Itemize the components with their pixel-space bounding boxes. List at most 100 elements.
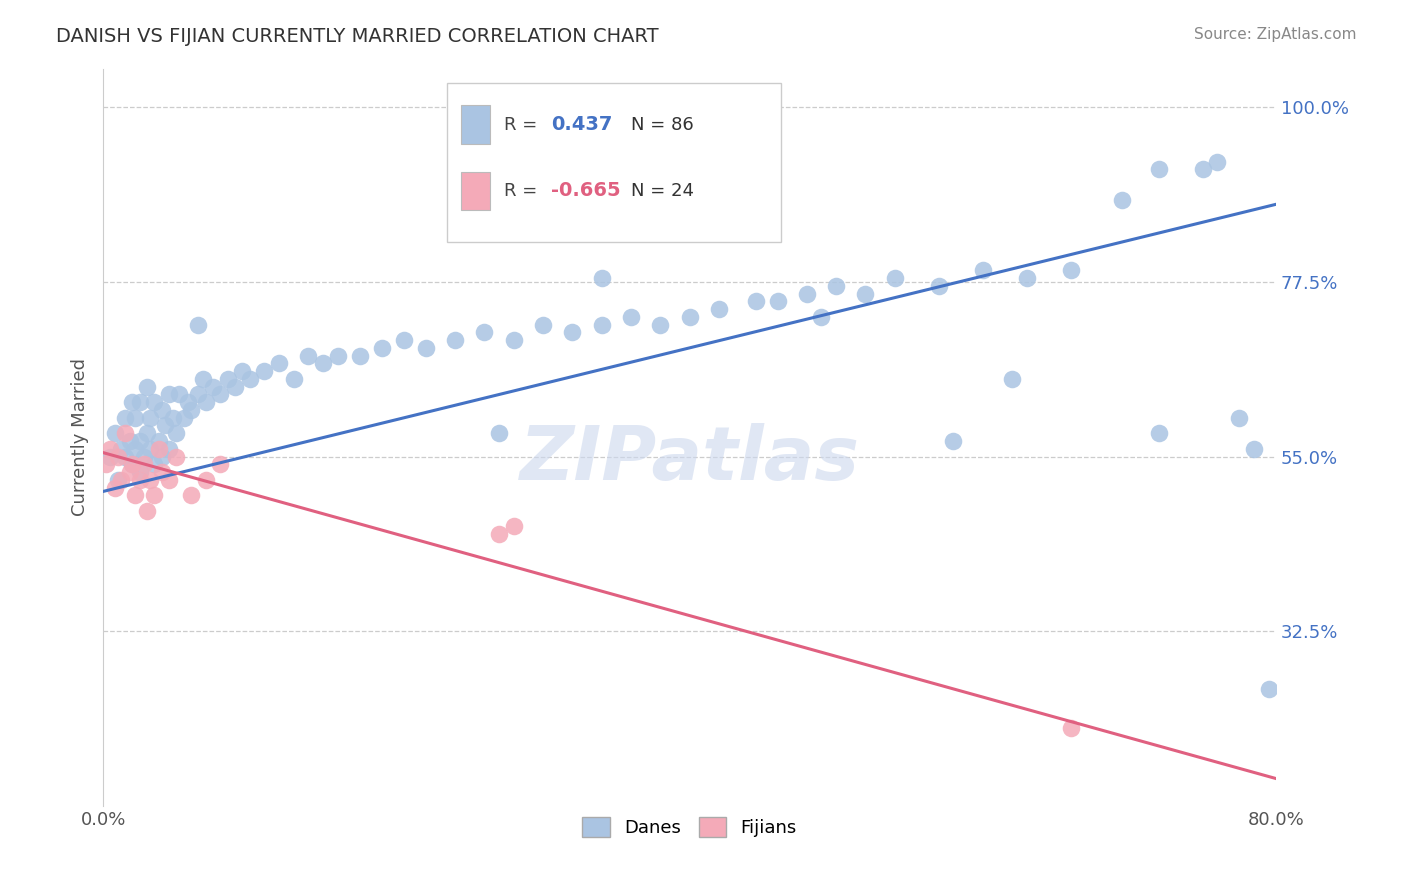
Point: [128, 395, 150, 409]
Point: [104, 481, 127, 495]
Point: [297, 349, 319, 363]
Point: [392, 333, 415, 347]
Point: [121, 457, 143, 471]
Point: [128, 434, 150, 448]
Point: [1191, 162, 1213, 177]
Point: [104, 426, 127, 441]
Point: [110, 473, 132, 487]
Point: [502, 519, 524, 533]
Legend: Danes, Fijians: Danes, Fijians: [575, 809, 804, 845]
Point: [148, 434, 170, 448]
Point: [136, 426, 159, 441]
Point: [744, 294, 766, 309]
Point: [114, 410, 136, 425]
Point: [488, 426, 510, 441]
Point: [1243, 442, 1265, 456]
Point: [883, 271, 905, 285]
Point: [1227, 410, 1250, 425]
Point: [194, 395, 217, 409]
Point: [124, 488, 146, 502]
Point: [148, 442, 170, 456]
Point: [370, 341, 392, 355]
Point: [502, 333, 524, 347]
Point: [217, 372, 239, 386]
Point: [283, 372, 305, 386]
Point: [139, 442, 162, 456]
Point: [143, 488, 166, 502]
Point: [1147, 426, 1170, 441]
Point: [326, 349, 349, 363]
Point: [928, 278, 950, 293]
Point: [143, 457, 166, 471]
Point: [165, 426, 187, 441]
Point: [107, 473, 129, 487]
Point: [1257, 682, 1279, 697]
Point: [180, 488, 202, 502]
Point: [472, 326, 495, 340]
Point: [239, 372, 262, 386]
Point: [100, 450, 122, 464]
Point: [124, 410, 146, 425]
Point: [707, 301, 730, 316]
Point: [118, 434, 141, 448]
Point: [1060, 263, 1083, 277]
Point: [796, 286, 818, 301]
Text: ZIPatlas: ZIPatlas: [520, 423, 859, 496]
Point: [136, 504, 159, 518]
Point: [650, 318, 672, 332]
Point: [187, 318, 209, 332]
Point: [810, 310, 832, 324]
Point: [415, 341, 437, 355]
Point: [825, 278, 848, 293]
Point: [488, 527, 510, 541]
FancyBboxPatch shape: [447, 83, 780, 242]
Point: [591, 271, 613, 285]
Point: [349, 349, 371, 363]
Bar: [461, 105, 491, 144]
Point: [194, 473, 217, 487]
Text: 0.437: 0.437: [551, 115, 613, 134]
Point: [118, 465, 141, 479]
Point: [531, 318, 554, 332]
Point: [202, 379, 225, 393]
Point: [224, 379, 246, 393]
Point: [1206, 154, 1229, 169]
Point: [191, 372, 214, 386]
Point: [177, 395, 200, 409]
Point: [124, 442, 146, 456]
Text: R =: R =: [505, 182, 543, 200]
Text: -0.665: -0.665: [551, 181, 621, 201]
Point: [209, 387, 232, 401]
Point: [94, 457, 117, 471]
Point: [267, 356, 290, 370]
Point: [128, 465, 150, 479]
Point: [169, 387, 191, 401]
Text: N = 86: N = 86: [631, 116, 693, 134]
Point: [1111, 194, 1133, 208]
Text: N = 24: N = 24: [631, 182, 695, 200]
Point: [253, 364, 276, 378]
Point: [114, 450, 136, 464]
Point: [678, 310, 700, 324]
Point: [110, 442, 132, 456]
Point: [157, 473, 180, 487]
Text: Source: ZipAtlas.com: Source: ZipAtlas.com: [1194, 27, 1357, 42]
Point: [180, 403, 202, 417]
Point: [165, 450, 187, 464]
Point: [1001, 372, 1024, 386]
Point: [150, 465, 173, 479]
Point: [209, 457, 232, 471]
Text: DANISH VS FIJIAN CURRENTLY MARRIED CORRELATION CHART: DANISH VS FIJIAN CURRENTLY MARRIED CORRE…: [56, 27, 659, 45]
Point: [139, 410, 162, 425]
Point: [153, 418, 176, 433]
Point: [121, 395, 143, 409]
Text: R =: R =: [505, 116, 543, 134]
Point: [134, 450, 156, 464]
Point: [121, 457, 143, 471]
Point: [128, 473, 150, 487]
Point: [561, 326, 583, 340]
Point: [100, 442, 122, 456]
Point: [942, 434, 965, 448]
Point: [444, 333, 467, 347]
Point: [620, 310, 643, 324]
